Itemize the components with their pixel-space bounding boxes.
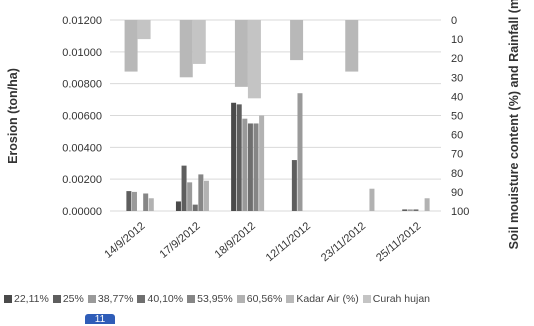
legend-swatch: [236, 295, 245, 303]
y-right-tick-label: 70: [451, 149, 463, 161]
legend-swatch: [137, 295, 146, 303]
y-left-tick-label: 0.00600: [62, 111, 102, 123]
page-number-badge: 11: [85, 314, 115, 325]
gridlines: [110, 19, 441, 212]
hanging-bar: [137, 20, 151, 40]
legend-swatch: [52, 295, 61, 303]
x-tick-label: 23/11/2012: [319, 220, 368, 264]
legend-item: 22,11%: [4, 293, 49, 305]
erosion-bar: [236, 104, 242, 211]
erosion-bar: [143, 193, 149, 211]
y-right-tick-label: 90: [451, 187, 463, 199]
legend: 22,11% 25% 38,77% 40,10% 53,95% 60,56% Kadar A…: [4, 293, 534, 305]
erosion-bar: [181, 165, 187, 211]
y-right-axis-title: Soil mouisture content (%) and Rainfall …: [507, 0, 521, 249]
erosion-bar: [198, 174, 204, 211]
x-tick-label: 17/9/2012: [157, 220, 202, 261]
legend-label: 40,10%: [147, 293, 184, 305]
erosion-bar: [203, 180, 209, 211]
erosion-bar: [187, 182, 193, 211]
hanging-bar: [290, 20, 304, 61]
y-right-tick-label: 80: [451, 168, 463, 180]
erosion-bar: [413, 209, 419, 211]
hanging-bar: [192, 20, 206, 64]
legend-label: 38,77%: [97, 293, 134, 305]
legend-label: Curah hujan: [372, 293, 431, 305]
y-right-tick-label: 0: [451, 15, 457, 27]
legend-label: Kadar Air (%): [296, 293, 359, 305]
y-left-tick-label: 0.00000: [62, 206, 102, 218]
erosion-bar: [424, 198, 430, 211]
erosion-bar: [247, 123, 253, 211]
hanging-bar: [234, 20, 248, 87]
x-tick-label: 25/11/2012: [374, 220, 423, 264]
legend-swatch: [286, 295, 295, 303]
erosion-bar: [402, 209, 408, 211]
y-left-tick-label: 0.01200: [62, 15, 102, 27]
erosion-bar: [231, 102, 237, 211]
y-right-tick-label: 30: [451, 72, 463, 84]
x-tick-label: 14/9/2012: [102, 220, 147, 261]
legend-label: 22,11%: [14, 293, 49, 305]
legend-swatch: [187, 295, 196, 303]
erosion-bar: [131, 191, 137, 211]
y-right-tick-label: 60: [451, 130, 463, 142]
y-left-tick-label: 0.00200: [62, 174, 102, 186]
chart-svg: 0.00000 0.00200 0.00400 0.00600 0.00800 0.010…: [6, 0, 521, 264]
hanging-bar: [179, 20, 193, 78]
erosion-bar: [369, 188, 375, 211]
x-tick-label: 18/9/2012: [213, 220, 258, 261]
y-left-ticks: 0.00000 0.00200 0.00400 0.00600 0.00800 0.010…: [62, 15, 102, 218]
legend-label: 25%: [62, 293, 84, 305]
y-left-axis-title: Erosion (ton/ha): [6, 68, 20, 164]
legend-item: 53,95%: [187, 293, 233, 305]
erosion-bar: [126, 191, 132, 211]
erosion-bar: [291, 160, 297, 211]
legend-label: 60,56%: [246, 293, 283, 305]
y-left-tick-label: 0.00400: [62, 142, 102, 154]
x-tick-label: 12/11/2012: [264, 220, 313, 264]
hanging-bar: [345, 20, 359, 72]
erosion-bar: [259, 115, 265, 211]
y-right-tick-label: 20: [451, 53, 463, 65]
legend-swatch: [4, 295, 12, 303]
legend-item: 25%: [52, 293, 84, 305]
erosion-bar: [242, 118, 248, 211]
legend-label: 53,95%: [197, 293, 233, 305]
erosion-bar: [407, 209, 413, 211]
y-right-tick-label: 50: [451, 111, 463, 123]
erosion-bar: [175, 201, 181, 211]
y-left-tick-label: 0.01000: [62, 47, 102, 59]
legend-swatch: [362, 295, 371, 303]
legend-item: 38,77%: [87, 293, 134, 305]
legend-item: 40,10%: [137, 293, 183, 305]
bars-group: [124, 20, 430, 211]
legend-item: 60,56%: [236, 293, 283, 305]
erosion-bar: [253, 123, 259, 211]
legend-item: Curah hujan: [362, 293, 431, 305]
y-right-tick-label: 100: [451, 206, 469, 218]
y-right-tick-label: 10: [451, 34, 463, 46]
legend-item: Kadar Air (%): [286, 293, 359, 305]
hanging-bar: [247, 20, 261, 99]
erosion-bar: [192, 204, 198, 211]
hanging-bar: [124, 20, 138, 72]
y-right-tick-label: 40: [451, 91, 463, 103]
y-right-ticks: 0 10 20 30 40 50 60 70 80 90 100: [451, 15, 469, 218]
legend-swatch: [87, 295, 96, 303]
erosion-bar: [148, 198, 154, 211]
x-ticks: 14/9/2012 17/9/2012 18/9/2012 12/11/2012 23/…: [102, 220, 423, 264]
erosion-bar: [297, 93, 303, 211]
y-left-tick-label: 0.00800: [62, 79, 102, 91]
